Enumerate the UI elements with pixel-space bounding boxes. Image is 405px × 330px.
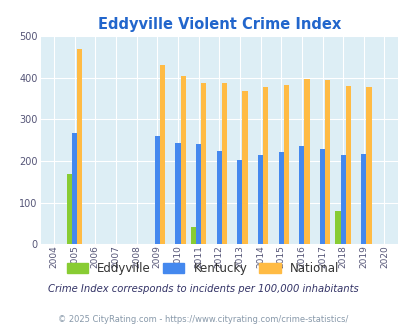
Bar	[72, 133, 77, 244]
Bar	[340, 155, 345, 244]
Bar	[77, 49, 82, 244]
Bar	[262, 87, 268, 244]
Bar	[335, 211, 340, 244]
Bar	[67, 174, 72, 244]
Bar	[257, 155, 262, 244]
Text: Crime Index corresponds to incidents per 100,000 inhabitants: Crime Index corresponds to incidents per…	[47, 284, 358, 294]
Bar	[200, 83, 206, 244]
Bar	[304, 79, 309, 244]
Bar	[319, 149, 324, 244]
Bar	[160, 65, 164, 244]
Bar	[365, 86, 371, 244]
Bar	[190, 227, 196, 244]
Bar	[216, 150, 221, 244]
Bar	[175, 143, 180, 244]
Bar	[360, 154, 365, 244]
Bar	[324, 81, 329, 244]
Bar	[242, 91, 247, 244]
Legend: Eddyville, Kentucky, National: Eddyville, Kentucky, National	[63, 258, 342, 279]
Bar	[298, 147, 304, 244]
Bar	[283, 85, 288, 244]
Title: Eddyville Violent Crime Index: Eddyville Violent Crime Index	[97, 17, 340, 32]
Bar	[180, 76, 185, 244]
Text: © 2025 CityRating.com - https://www.cityrating.com/crime-statistics/: © 2025 CityRating.com - https://www.city…	[58, 315, 347, 324]
Bar	[221, 83, 226, 244]
Bar	[196, 145, 200, 244]
Bar	[345, 86, 350, 244]
Bar	[278, 152, 283, 244]
Bar	[154, 136, 160, 244]
Bar	[237, 160, 242, 244]
